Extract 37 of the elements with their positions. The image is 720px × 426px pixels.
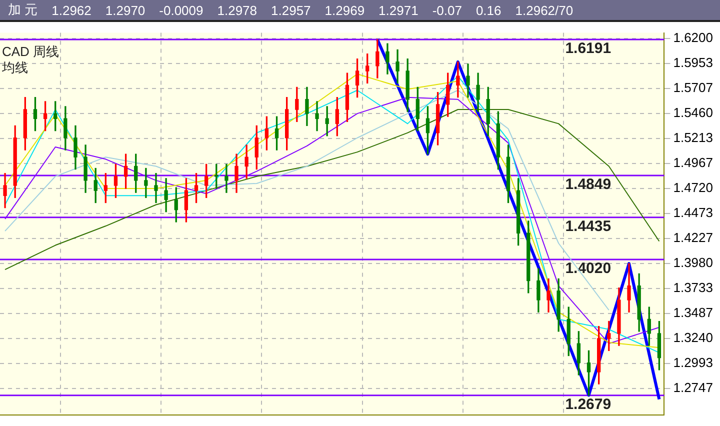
text: 1.2971 <box>378 2 418 18</box>
y-tick-label: 1.5953 <box>673 55 714 70</box>
y-tick-label: 1.5707 <box>673 80 714 96</box>
y-tick-label: 1.6200 <box>673 30 714 46</box>
annotation: 均线 <box>2 60 29 76</box>
y-tick-label: 1.4473 <box>673 205 714 220</box>
y-tick-label: 1.3487 <box>673 305 714 320</box>
y-tick-label: 1.5213 <box>673 130 714 146</box>
text: 1.2962 <box>52 2 92 18</box>
text: 1.2969 <box>324 2 365 18</box>
ref-line-label: 1.6191 <box>565 40 612 58</box>
ref-line-label: 1.4435 <box>565 218 612 236</box>
text: 1.2962/70 <box>515 2 574 18</box>
y-tick-label: 1.4720 <box>673 180 714 196</box>
candlestick <box>154 173 158 204</box>
annotation: CAD 周线 <box>2 44 60 60</box>
y-tick-label: 1.3733 <box>673 280 714 296</box>
ref-line-label: 1.4020 <box>565 260 612 278</box>
y-tick-label: 1.2747 <box>673 380 714 396</box>
y-tick-label: 1.4227 <box>673 230 714 246</box>
y-tick-label: 1.4967 <box>673 155 714 170</box>
text: 1.2970 <box>105 2 146 18</box>
candlestick <box>315 101 319 132</box>
candlestick <box>224 164 228 193</box>
text: -0.07 <box>432 2 462 18</box>
ref-line-label: 1.2679 <box>565 396 612 413</box>
text: 0.16 <box>476 2 502 18</box>
y-tick-label: 1.3980 <box>673 255 714 270</box>
y-tick-label: 1.2993 <box>673 355 714 370</box>
text: -0.0009 <box>159 2 204 18</box>
text: 加 元 <box>8 1 38 19</box>
y-tick-label: 1.5460 <box>673 105 714 120</box>
candlestick <box>144 168 148 198</box>
y-tick-label: 1.3240 <box>673 330 714 346</box>
text: 1.2978 <box>217 2 258 18</box>
ref-line-label: 1.4849 <box>565 176 612 194</box>
text: 1.2957 <box>271 2 311 18</box>
